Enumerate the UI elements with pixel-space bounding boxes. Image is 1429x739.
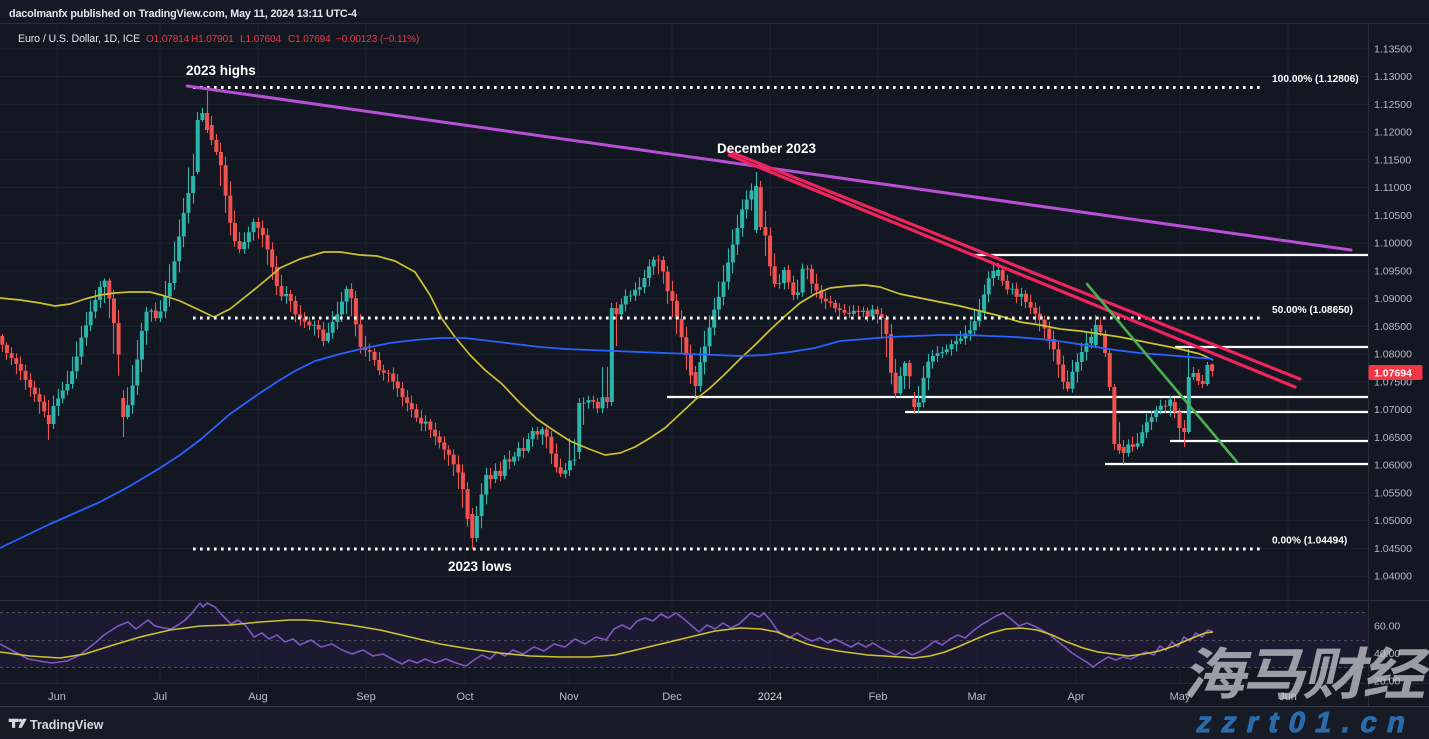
svg-text:1.12500: 1.12500 bbox=[1374, 99, 1412, 111]
svg-text:1.05000: 1.05000 bbox=[1374, 515, 1412, 527]
svg-text:2023 lows: 2023 lows bbox=[448, 559, 512, 574]
svg-text:1.08000: 1.08000 bbox=[1374, 349, 1412, 361]
svg-text:1.10500: 1.10500 bbox=[1374, 210, 1412, 222]
svg-text:1.04000: 1.04000 bbox=[1374, 571, 1412, 583]
svg-text:TradingView: TradingView bbox=[30, 718, 104, 732]
svg-text:50.00% (1.08650): 50.00% (1.08650) bbox=[1272, 305, 1353, 316]
svg-text:60.00: 60.00 bbox=[1374, 621, 1400, 633]
svg-text:May: May bbox=[1170, 691, 1191, 703]
svg-text:1.06000: 1.06000 bbox=[1374, 460, 1412, 472]
svg-text:1.05500: 1.05500 bbox=[1374, 487, 1412, 499]
svg-text:Apr: Apr bbox=[1067, 691, 1084, 703]
svg-text:Mar: Mar bbox=[968, 691, 987, 703]
svg-text:2023 highs: 2023 highs bbox=[186, 63, 256, 78]
svg-text:1.09000: 1.09000 bbox=[1374, 293, 1412, 305]
svg-text:2024: 2024 bbox=[758, 691, 782, 703]
svg-text:Oct: Oct bbox=[456, 691, 473, 703]
svg-text:Sep: Sep bbox=[356, 691, 376, 703]
svg-text:Euro / U.S. Dollar, 1D, ICE: Euro / U.S. Dollar, 1D, ICE bbox=[18, 33, 140, 45]
svg-text:December 2023: December 2023 bbox=[717, 141, 817, 156]
svg-text:Jun: Jun bbox=[48, 691, 66, 703]
svg-text:1.11000: 1.11000 bbox=[1374, 182, 1411, 194]
svg-text:Jul: Jul bbox=[153, 691, 167, 703]
svg-text:dacolmanfx published on Tradin: dacolmanfx published on TradingView.com,… bbox=[9, 8, 357, 20]
svg-text:1.13500: 1.13500 bbox=[1374, 43, 1412, 55]
svg-text:1.09500: 1.09500 bbox=[1374, 265, 1412, 277]
svg-text:1.04500: 1.04500 bbox=[1374, 543, 1412, 555]
svg-text:1.07694: 1.07694 bbox=[1374, 368, 1412, 380]
svg-text:1.06500: 1.06500 bbox=[1374, 432, 1412, 444]
svg-text:Nov: Nov bbox=[559, 691, 579, 703]
svg-text:1.10000: 1.10000 bbox=[1374, 238, 1412, 250]
svg-text:Feb: Feb bbox=[869, 691, 888, 703]
svg-text:1.11500: 1.11500 bbox=[1374, 154, 1411, 166]
svg-text:Aug: Aug bbox=[248, 691, 268, 703]
svg-text:zzrt01.cn: zzrt01.cn bbox=[1193, 706, 1419, 739]
svg-text:1.07000: 1.07000 bbox=[1374, 404, 1412, 416]
svg-text:100.00% (1.12806): 100.00% (1.12806) bbox=[1272, 74, 1359, 85]
svg-text:1.12000: 1.12000 bbox=[1374, 127, 1412, 139]
svg-text:Dec: Dec bbox=[662, 691, 682, 703]
svg-text:1.13000: 1.13000 bbox=[1374, 71, 1412, 83]
svg-text:1.08500: 1.08500 bbox=[1374, 321, 1412, 333]
svg-text:0.00% (1.04494): 0.00% (1.04494) bbox=[1272, 536, 1347, 547]
